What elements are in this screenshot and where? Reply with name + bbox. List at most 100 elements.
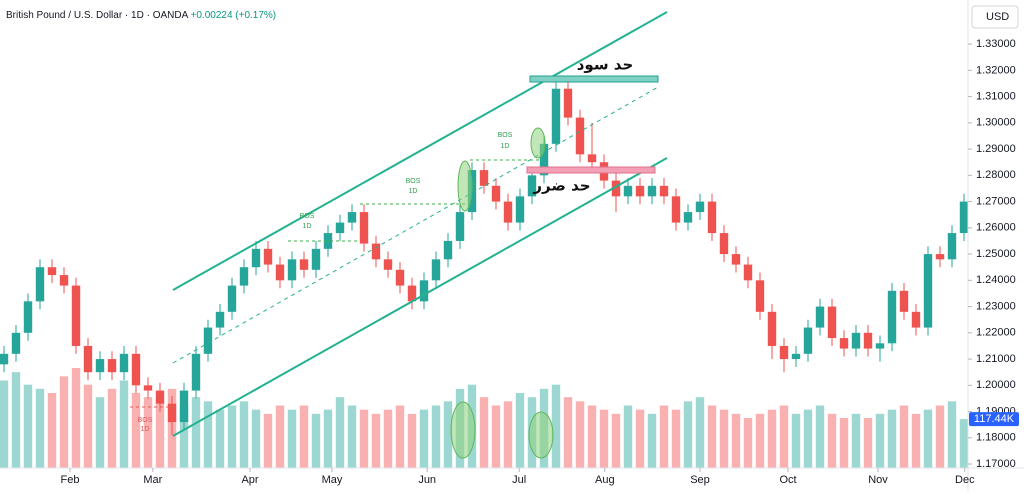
x-tick-label: Oct [779,474,796,486]
volume-bar [203,401,213,468]
x-tick-label: Nov [868,474,888,486]
volume-bar [959,419,969,468]
candle-body [311,248,321,270]
y-tick-label: 1.32000 [976,64,1016,76]
y-tick-label: 1.28000 [976,169,1016,181]
volume-bar [35,388,45,468]
candle-body [83,345,93,373]
take-profit-zone [529,75,659,83]
volume-bar [503,401,513,468]
x-tick-label: Jun [418,474,436,486]
candle-body [731,254,741,265]
candle-body [851,332,861,349]
candle-body [35,267,45,302]
volume-label-box [969,412,1019,427]
volume-bar [239,401,249,468]
volume-bar [791,413,801,468]
candle-body [839,338,849,349]
y-tick-label: 1.23000 [976,300,1016,312]
candle-body [251,248,261,268]
candle-body [215,311,225,328]
volume-bar [611,413,621,468]
candle-body [779,345,789,360]
volume-bar [59,376,69,468]
bos-label: 1D [501,143,510,150]
volume-bar [767,409,777,468]
highlight [450,401,476,459]
volume-bar [227,405,237,468]
volume-bar [899,405,909,468]
candle-body [959,201,969,234]
volume-bar [863,418,873,468]
drawings [130,11,668,459]
take-profit-label: حد سود [577,56,634,74]
volume-bar [155,401,165,468]
candle-body [443,240,453,260]
y-tick-label: 1.27000 [976,195,1016,207]
volume-bar [599,409,609,468]
candle-body [347,212,357,223]
volume-bar [947,401,957,468]
candle-body [455,212,465,241]
volume-bar [491,405,501,468]
candle-body [491,185,501,202]
volume-bar [119,380,129,468]
candle-body [551,88,561,144]
candle-body [503,201,513,223]
volume-bar [335,397,345,468]
volume-bar [431,405,441,468]
volume-bar [299,405,309,468]
candle-body [899,290,909,312]
candle-body [107,359,117,373]
candle-body [587,154,597,163]
y-tick-label: 1.20000 [976,379,1016,391]
candle-body [911,311,921,328]
candle-body [527,175,537,197]
currency-box[interactable] [971,5,1019,29]
candle-body [179,390,189,423]
volume-bar [719,409,729,468]
volume-bar [923,409,933,468]
volume-bar [887,409,897,468]
candle-body [11,332,21,354]
y-tick-label: 1.22000 [976,327,1016,339]
volume-bar [71,368,81,468]
volume-bar [131,393,141,468]
volume-bar [179,405,189,468]
candle-layer [0,80,969,436]
candle-body [635,185,645,197]
candle-body [131,353,141,386]
channel-lower [172,157,668,437]
candle-body [407,285,417,302]
candle-body [815,306,825,328]
highlight [528,411,554,459]
volume-bar [671,409,681,468]
volume-bar [311,413,321,468]
candle-body [719,233,729,255]
candle-body [0,353,9,365]
candle-body [227,285,237,312]
candle-body [155,390,165,404]
candle-body [59,275,69,286]
candle-body [575,117,585,155]
x-tick-label: Mar [143,474,162,486]
highlight [457,160,473,212]
candle-body [935,254,945,260]
candle-body [275,264,285,281]
candle-body [875,343,885,349]
bos-label: 1D [303,223,312,230]
candle-body [947,233,957,260]
candle-body [671,196,681,223]
candle-body [287,259,297,281]
candle-body [395,269,405,286]
candle-body [539,143,549,176]
candle-body [611,180,621,197]
candle-body [371,243,381,260]
y-tick-label: 1.30000 [976,117,1016,129]
volume-bar [479,397,489,468]
candle-body [143,385,153,391]
volume-bar [407,413,417,468]
y-tick-label: 1.26000 [976,222,1016,234]
volume-bar [275,405,285,468]
candle-body [71,285,81,346]
